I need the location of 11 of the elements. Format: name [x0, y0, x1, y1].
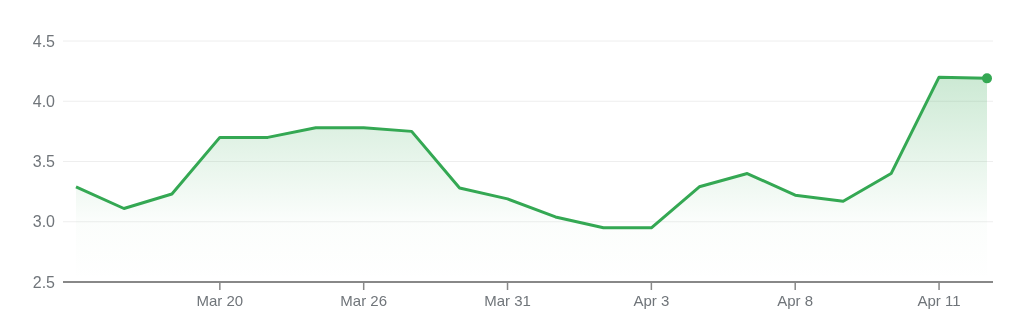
x-tick-label: Mar 31 [484, 292, 531, 309]
x-tick-label: Apr 11 [917, 292, 961, 309]
y-tick-label: 2.5 [32, 273, 56, 291]
y-tick-label: 3.5 [32, 153, 56, 171]
x-tick-label: Apr 8 [777, 292, 814, 309]
x-tick-label: Apr 3 [633, 292, 670, 309]
y-tick-label: 4.0 [32, 92, 56, 110]
x-tick-label: Mar 20 [196, 292, 244, 309]
x-tick-label: Mar 26 [340, 292, 388, 309]
y-tick-label: 4.5 [32, 32, 56, 50]
y-tick-label: 3.0 [32, 213, 56, 231]
